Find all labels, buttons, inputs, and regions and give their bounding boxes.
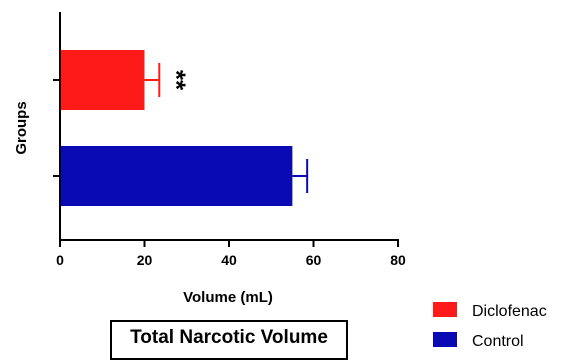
- bar: [60, 146, 293, 206]
- y-axis-title: Groups: [13, 101, 30, 154]
- significance-marker: **: [161, 70, 191, 91]
- x-axis-title: Volume (mL): [183, 289, 273, 306]
- legend: Diclofenac Control: [433, 302, 547, 349]
- x-tick-label: 60: [306, 252, 322, 268]
- chart-title: Total Narcotic Volume: [110, 320, 348, 360]
- legend-swatch: [433, 302, 457, 317]
- bar: [60, 50, 145, 110]
- y-axis: [53, 12, 61, 241]
- legend-label: Diclofenac: [472, 303, 547, 320]
- legend-swatch: [433, 332, 457, 347]
- chart: ** 0 20 40 60 80 Volume (mL) Groups Diclofen…: [13, 12, 547, 349]
- legend-label: Control: [472, 333, 524, 349]
- plot-area: **: [60, 50, 309, 206]
- x-tick-label: 20: [137, 252, 153, 268]
- x-tick-label: 0: [56, 252, 64, 268]
- x-axis: 0 20 40 60 80: [56, 239, 406, 268]
- x-tick-label: 80: [390, 252, 406, 268]
- x-tick-label: 40: [221, 252, 237, 268]
